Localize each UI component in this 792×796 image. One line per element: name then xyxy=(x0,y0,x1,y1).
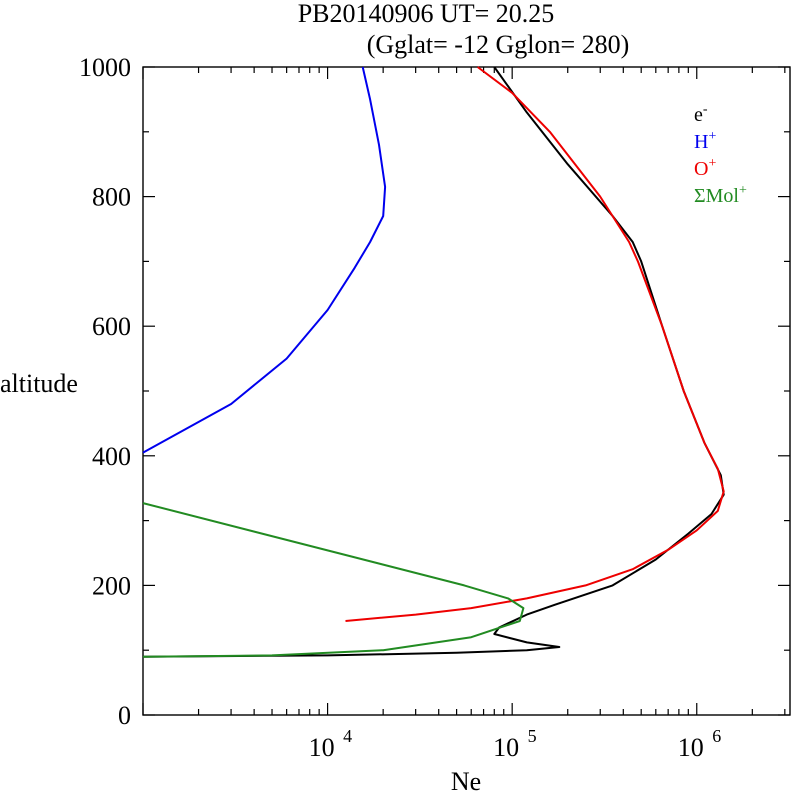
chart-title: PB20140906 UT= 20.25 xyxy=(298,0,555,28)
svg-text:4: 4 xyxy=(343,726,352,746)
y-tick-label: 800 xyxy=(92,183,131,212)
chart-subtitle: (Gglat= -12 Gglon= 280) xyxy=(367,30,630,59)
legend-entry: H+ xyxy=(694,129,716,153)
x-tick-label: 10 6 xyxy=(678,726,722,762)
y-axis-label: altitude xyxy=(0,369,78,398)
svg-text:10: 10 xyxy=(493,733,519,762)
y-tick-labels: 0 200 400 600 800 1000 xyxy=(79,53,131,730)
x-tick-labels: 10 4 10 5 10 6 xyxy=(309,726,722,762)
y-tick-label: 600 xyxy=(92,312,131,341)
series-line-1 xyxy=(142,66,387,454)
svg-text:10: 10 xyxy=(309,733,335,762)
legend: e- H+ O+ ΣMol+ xyxy=(694,102,747,207)
legend-entry: e- xyxy=(694,102,708,126)
plot-frame xyxy=(142,66,791,716)
svg-text:6: 6 xyxy=(712,726,721,746)
y-tick-label: 400 xyxy=(92,442,131,471)
series-layer xyxy=(142,66,725,658)
legend-entry: ΣMol+ xyxy=(694,183,747,207)
series-line-3 xyxy=(142,502,525,658)
x-tick-label: 10 5 xyxy=(493,726,537,762)
series-line-0 xyxy=(142,66,725,658)
y-tick-label: 0 xyxy=(118,701,131,730)
axis-ticks xyxy=(142,66,790,716)
svg-text:5: 5 xyxy=(528,726,537,746)
y-tick-label: 1000 xyxy=(79,53,131,82)
series-line-2 xyxy=(345,66,725,622)
y-tick-label: 200 xyxy=(92,571,131,600)
legend-entry: O+ xyxy=(694,156,716,180)
svg-text:10: 10 xyxy=(678,733,704,762)
x-axis-label: Ne xyxy=(451,767,481,796)
x-tick-label: 10 4 xyxy=(309,726,353,762)
